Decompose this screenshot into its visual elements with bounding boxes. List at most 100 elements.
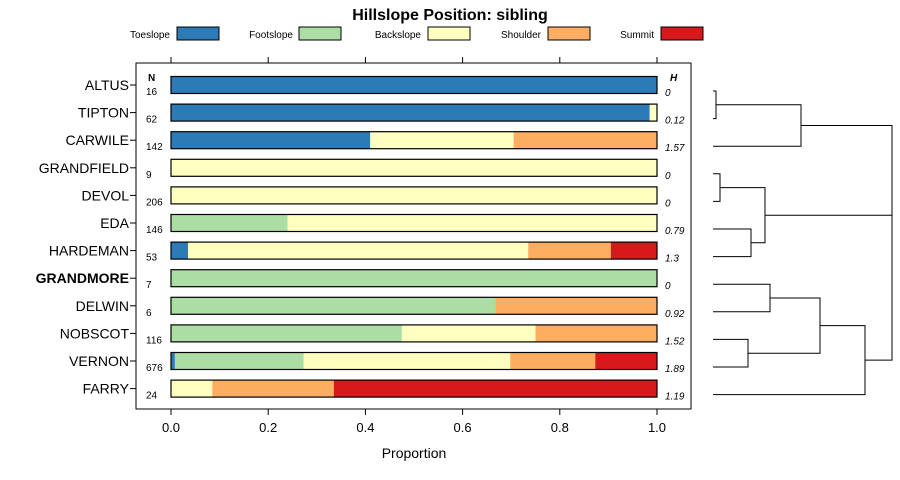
legend-label-backslope: Backslope — [375, 30, 422, 41]
h-value: 1.3 — [665, 254, 679, 265]
n-value: 9 — [146, 170, 152, 181]
x-axis: 0.0 0.2 0.4 0.6 0.8 1.0 — [162, 409, 666, 435]
legend-label-footslope: Footslope — [249, 30, 293, 41]
bar-segment-shoulder — [535, 324, 657, 342]
category-label: HARDEMAN — [49, 243, 129, 259]
h-value: 1.89 — [665, 364, 685, 375]
legend-label-toeslope: Toeslope — [130, 30, 170, 41]
row-eda: EDA 146 0.79 — [100, 213, 685, 237]
bar-segment-summit — [595, 352, 657, 370]
h-value: 0.79 — [665, 226, 685, 237]
h-value: 0.92 — [665, 309, 685, 320]
h-value: 0 — [665, 171, 671, 182]
x-tick-label: 0.6 — [454, 420, 472, 435]
h-value: 0 — [665, 88, 671, 99]
x-tick-label: 1.0 — [648, 420, 666, 435]
row-grandfield: GRANDFIELD 9 0 — [39, 158, 671, 182]
bar-outline — [170, 241, 658, 260]
dendrogram-branch — [748, 297, 821, 354]
row-nobscot: NOBSCOT 116 1.52 — [60, 324, 685, 347]
n-value: 62 — [146, 115, 158, 126]
n-value: 146 — [146, 225, 163, 236]
category-label: CARWILE — [65, 132, 129, 148]
row-vernon: VERNON 676 1.89 — [69, 351, 685, 375]
legend-swatch-footslope — [298, 26, 342, 41]
n-value: 676 — [146, 363, 163, 374]
bar-outline — [170, 379, 658, 398]
dendrogram-branch — [713, 338, 749, 368]
n-value: 16 — [146, 87, 158, 98]
bar-segment-toeslope — [171, 352, 175, 370]
category-label: TIPTON — [78, 105, 129, 121]
h-value: 1.57 — [665, 143, 685, 154]
bar-outline — [170, 186, 658, 205]
x-tick-label: 0.8 — [551, 420, 569, 435]
n-value: 206 — [146, 197, 163, 208]
dendrogram-branch — [713, 104, 802, 147]
bar-segment-summit — [610, 242, 657, 260]
row-farry: FARRY 24 1.19 — [83, 379, 685, 403]
legend-swatch-summit — [660, 26, 704, 41]
n-value: 6 — [146, 308, 152, 319]
bar-outline — [170, 158, 658, 177]
bar-segment-summit — [333, 380, 657, 398]
bar-segment-footslope — [174, 352, 304, 370]
n-value: 142 — [146, 142, 163, 153]
bar-segment-toeslope — [171, 242, 189, 260]
chart-title: Hillslope Position: sibling — [352, 7, 548, 24]
x-axis-label: Proportion — [382, 445, 447, 461]
legend: Toeslope Footslope Backslope Shoulder Summit — [130, 26, 704, 41]
category-label: FARRY — [83, 381, 130, 397]
bar-segment-footslope — [171, 269, 657, 287]
bar-segment-backslope — [303, 352, 511, 370]
bar-segment-toeslope — [171, 131, 371, 149]
n-value: 53 — [146, 253, 158, 264]
x-tick-label: 0.4 — [356, 420, 374, 435]
row-tipton: TIPTON 62 0.12 — [78, 103, 685, 127]
bar-outline — [170, 75, 658, 95]
n-value: 7 — [146, 280, 152, 291]
category-label: DELWIN — [76, 298, 129, 314]
bar-segment-shoulder — [495, 297, 657, 315]
bar-segment-shoulder — [528, 242, 611, 260]
bar-outline — [170, 213, 658, 233]
bar-segment-footslope — [171, 297, 496, 315]
h-value: 0 — [665, 198, 671, 209]
bar-segment-shoulder — [513, 131, 657, 149]
h-value: 1.52 — [665, 336, 685, 347]
row-grandmore: GRANDMORE 7 0 — [36, 269, 671, 292]
dendrogram-branch — [713, 173, 721, 202]
row-devol: DEVOL 206 0 — [82, 186, 671, 209]
bar-segment-backslope — [649, 104, 657, 122]
bar-segment-backslope — [171, 159, 657, 177]
bar-segment-shoulder — [212, 380, 334, 398]
x-tick-label: 0.0 — [162, 420, 180, 435]
legend-swatch-toeslope — [176, 26, 220, 41]
bar-segment-backslope — [171, 380, 213, 398]
category-label: GRANDFIELD — [39, 160, 129, 176]
bar-segment-backslope — [171, 186, 657, 204]
bar-segment-backslope — [287, 214, 657, 232]
bar-outline — [170, 296, 658, 315]
n-value: 116 — [146, 335, 162, 346]
bar-outline — [170, 131, 658, 150]
legend-label-shoulder: Shoulder — [501, 30, 542, 41]
plot-frame — [135, 62, 692, 410]
legend-swatch-shoulder — [547, 26, 591, 41]
bar-segment-footslope — [171, 214, 288, 232]
dendrogram-branch — [713, 325, 866, 396]
bar-segment-toeslope — [171, 104, 650, 122]
legend-label-summit: Summit — [620, 30, 654, 41]
h-value: 1.19 — [665, 392, 685, 403]
bar-segment-backslope — [401, 324, 536, 342]
dendrogram-branch — [713, 90, 717, 120]
category-label: EDA — [100, 215, 129, 231]
dendrogram-branch — [713, 283, 771, 313]
bar-segment-backslope — [370, 131, 514, 149]
dendrogram-branch — [765, 125, 893, 216]
h-value: 0 — [665, 281, 671, 292]
row-altus: ALTUS 16 0 — [85, 75, 671, 99]
category-label: VERNON — [69, 353, 129, 369]
